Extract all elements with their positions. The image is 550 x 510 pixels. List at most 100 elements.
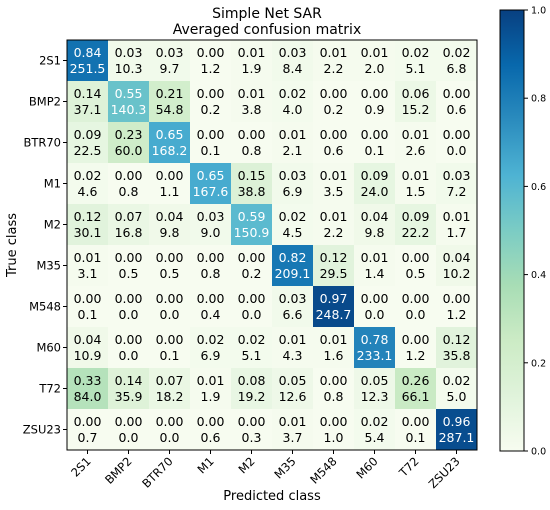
cell-count-label: 19.2 xyxy=(238,389,266,404)
cell-proportion-label: 0.26 xyxy=(402,373,430,388)
cell-count-label: 2.0 xyxy=(365,61,385,76)
cell-proportion-label: 0.09 xyxy=(361,168,389,183)
y-tick-label: ZSU23 xyxy=(23,423,61,437)
cell-count-label: 1.1 xyxy=(160,184,180,199)
cell-count-label: 0.8 xyxy=(242,143,262,158)
cell-proportion-label: 0.00 xyxy=(361,291,389,306)
matrix-cell xyxy=(313,245,355,287)
cell-proportion-label: 0.82 xyxy=(279,250,307,265)
matrix-frame xyxy=(66,39,478,451)
cell-proportion-label: 0.00 xyxy=(443,291,471,306)
matrix-cell xyxy=(67,409,109,451)
matrix-cell xyxy=(436,81,478,123)
cell-proportion-label: 0.12 xyxy=(74,209,102,224)
cell-proportion-label: 0.59 xyxy=(238,209,266,224)
cell-proportion-label: 0.03 xyxy=(279,168,307,183)
cell-count-label: 22.2 xyxy=(402,225,430,240)
cell-proportion-label: 0.65 xyxy=(156,127,184,142)
cell-proportion-label: 0.01 xyxy=(402,168,430,183)
matrix-cell xyxy=(436,368,478,410)
cell-count-label: 12.3 xyxy=(361,389,389,404)
cell-count-label: 9.0 xyxy=(201,225,221,240)
matrix-cell xyxy=(436,327,478,369)
matrix-cell xyxy=(108,40,150,82)
matrix-cell xyxy=(67,245,109,287)
cell-proportion-label: 0.01 xyxy=(361,45,389,60)
cell-count-label: 0.0 xyxy=(119,348,139,363)
cell-count-label: 1.0 xyxy=(324,430,344,445)
y-tick-label: M2 xyxy=(44,218,61,232)
matrix-cell xyxy=(67,327,109,369)
cell-proportion-label: 0.00 xyxy=(238,414,266,429)
cell-proportion-label: 0.23 xyxy=(115,127,143,142)
cell-proportion-label: 0.09 xyxy=(74,127,102,142)
matrix-cell xyxy=(190,409,232,451)
cell-count-label: 66.1 xyxy=(402,389,430,404)
cell-proportion-label: 0.01 xyxy=(279,127,307,142)
colorbar-tick-label: 0.0 xyxy=(531,447,546,458)
matrix-cell xyxy=(231,163,273,205)
cell-proportion-label: 0.00 xyxy=(115,291,143,306)
matrix-cell xyxy=(272,286,314,328)
matrix-cell xyxy=(436,409,478,451)
cell-proportion-label: 0.00 xyxy=(197,414,225,429)
cell-count-label: 1.6 xyxy=(324,348,344,363)
cell-proportion-label: 0.01 xyxy=(197,373,225,388)
cell-count-label: 0.0 xyxy=(119,307,139,322)
cell-count-label: 3.1 xyxy=(78,266,98,281)
cell-proportion-label: 0.00 xyxy=(238,127,266,142)
y-tick-label: 2S1 xyxy=(39,54,61,68)
matrix-cell xyxy=(354,163,396,205)
cell-proportion-label: 0.09 xyxy=(402,209,430,224)
cell-count-label: 4.6 xyxy=(78,184,98,199)
cell-proportion-label: 0.04 xyxy=(443,250,471,265)
cell-count-label: 35.9 xyxy=(115,389,143,404)
y-axis-ticks: 2S1 BMP2 BTR70 M1 M2 M35 M548 M60 T72 ZSU23 xyxy=(23,54,67,437)
cell-count-label: 1.9 xyxy=(201,389,221,404)
cell-proportion-label: 0.03 xyxy=(115,45,143,60)
cell-proportion-label: 0.06 xyxy=(402,86,430,101)
cell-proportion-label: 0.97 xyxy=(320,291,348,306)
cell-count-label: 9.8 xyxy=(365,225,385,240)
colorbar-tick-label: 0.8 xyxy=(531,94,546,105)
matrix-cell xyxy=(231,368,273,410)
cell-proportion-label: 0.03 xyxy=(279,291,307,306)
cell-count-label: 0.8 xyxy=(324,389,344,404)
matrix-cell xyxy=(313,409,355,451)
cell-proportion-label: 0.05 xyxy=(361,373,389,388)
chart-title: Simple Net SAR xyxy=(212,6,322,22)
cell-count-label: 3.5 xyxy=(324,184,344,199)
cell-proportion-label: 0.00 xyxy=(320,86,348,101)
cell-proportion-label: 0.04 xyxy=(156,209,184,224)
matrix-cell xyxy=(436,163,478,205)
cell-proportion-label: 0.00 xyxy=(156,250,184,265)
matrix-cell xyxy=(395,40,437,82)
cell-count-label: 251.5 xyxy=(70,61,106,76)
cell-count-label: 2.1 xyxy=(283,143,303,158)
cell-count-label: 0.1 xyxy=(365,143,385,158)
matrix-cell xyxy=(313,40,355,82)
matrix-cell xyxy=(149,122,191,164)
cell-proportion-label: 0.03 xyxy=(279,45,307,60)
matrix-cell xyxy=(354,368,396,410)
cell-proportion-label: 0.03 xyxy=(156,45,184,60)
cell-proportion-label: 0.00 xyxy=(197,250,225,265)
cell-count-label: 233.1 xyxy=(357,348,393,363)
cell-proportion-label: 0.00 xyxy=(115,250,143,265)
cell-proportion-label: 0.00 xyxy=(156,291,184,306)
matrix-cell xyxy=(354,327,396,369)
cell-count-label: 37.1 xyxy=(74,102,102,117)
matrix-cell xyxy=(272,245,314,287)
chart-subtitle: Averaged confusion matrix xyxy=(173,22,361,38)
matrix-cell xyxy=(108,245,150,287)
cell-proportion-label: 0.00 xyxy=(402,332,430,347)
matrix-cell xyxy=(67,40,109,82)
cell-proportion-label: 0.02 xyxy=(443,373,471,388)
cell-count-label: 0.7 xyxy=(78,430,98,445)
matrix-cell xyxy=(149,81,191,123)
cell-count-label: 140.3 xyxy=(111,102,147,117)
cell-count-label: 6.6 xyxy=(283,307,303,322)
cell-count-label: 3.7 xyxy=(283,430,303,445)
cell-count-label: 0.0 xyxy=(160,307,180,322)
cell-count-label: 18.2 xyxy=(156,389,184,404)
